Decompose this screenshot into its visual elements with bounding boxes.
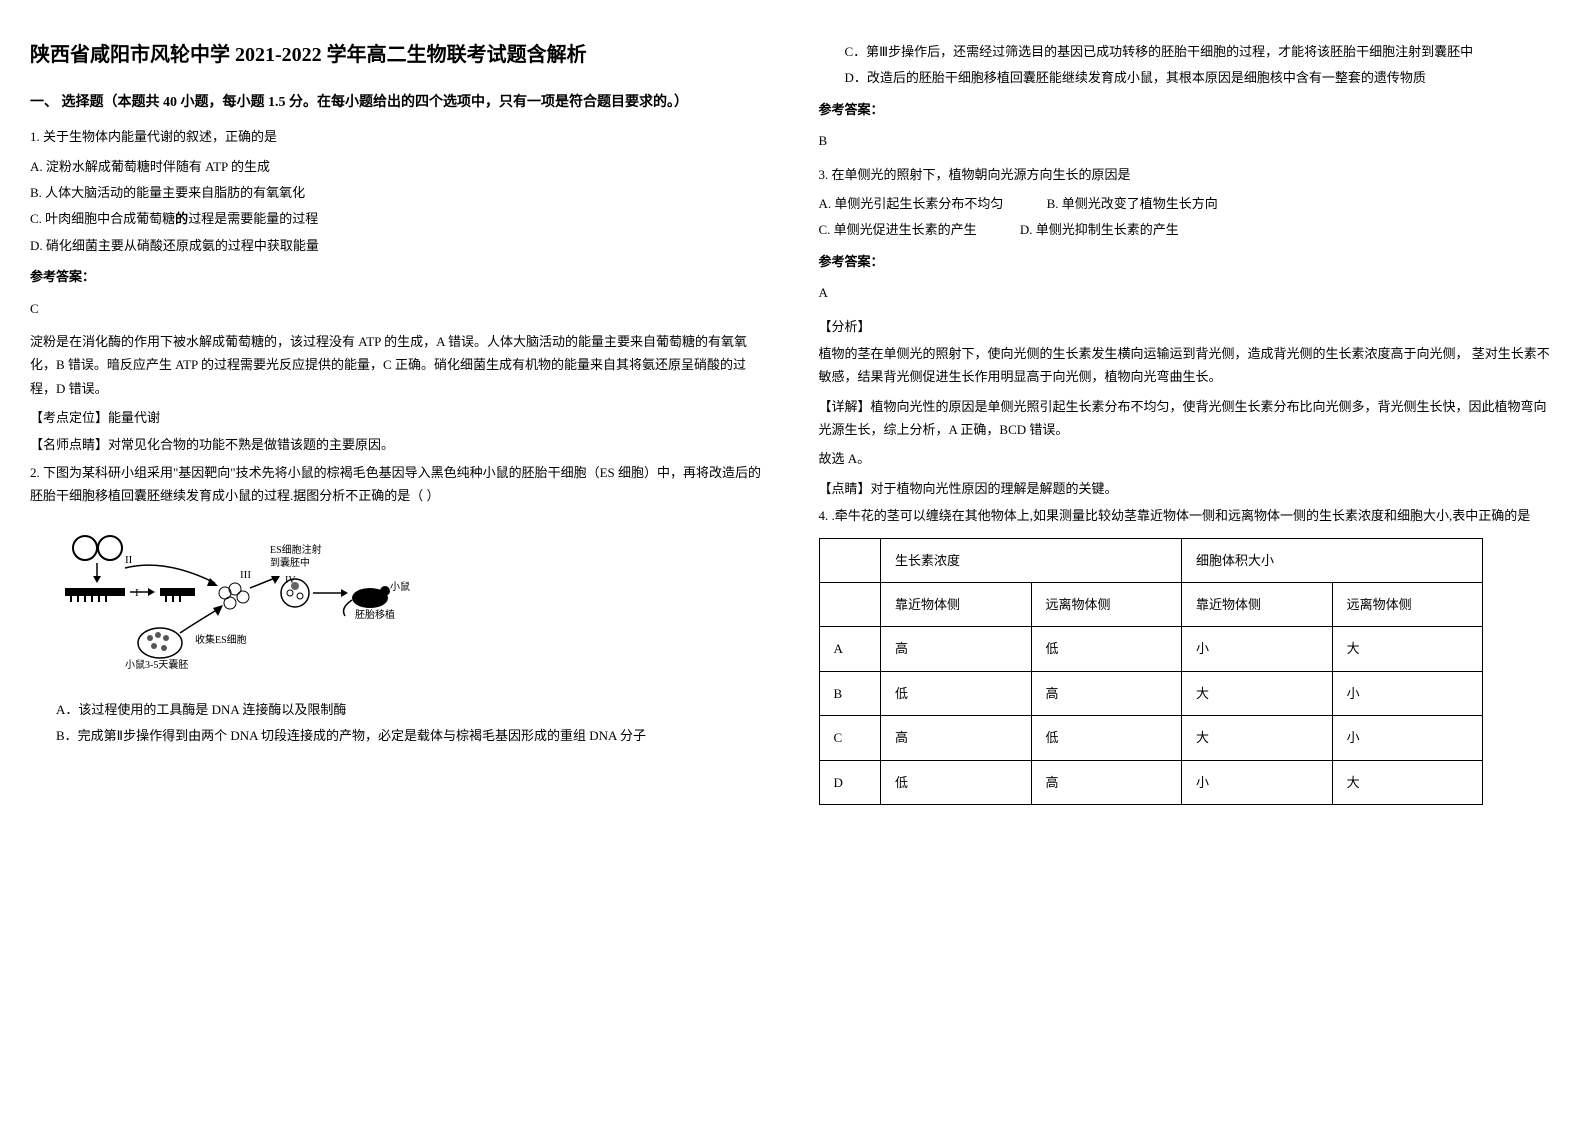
q2-option-a: A．该过程使用的工具酶是 DNA 连接酶以及限制酶 <box>30 698 769 721</box>
row-label: D <box>819 760 880 804</box>
roman-1: I <box>135 587 139 599</box>
table-row: A 高 低 小 大 <box>819 627 1483 671</box>
table-col-1: 靠近物体侧 <box>880 583 1031 627</box>
q1-option-d: D. 硝化细菌主要从硝酸还原成氨的过程中获取能量 <box>30 234 769 257</box>
q3-option-a: A. 单侧光引起生长素分布不均匀 <box>819 192 1004 215</box>
label-es-inject-1: ES细胞注射 <box>270 543 322 556</box>
q1-answer: C <box>30 297 769 320</box>
q2-option-d: D．改造后的胚胎干细胞移植回囊胚能继续发育成小鼠，其根本原因是细胞核中含有一整套… <box>819 66 1558 89</box>
q3-detail: 【详解】植物向光性的原因是单侧光照引起生长素分布不均匀，使背光侧生长素分布比向光… <box>819 395 1558 442</box>
cell: 小 <box>1332 716 1483 760</box>
cell: 小 <box>1182 627 1333 671</box>
q4-table: 生长素浓度 细胞体积大小 靠近物体侧 远离物体侧 靠近物体侧 远离物体侧 A 高… <box>819 538 1484 805</box>
q2-option-c: C．第Ⅲ步操作后，还需经过筛选目的基因已成功转移的胚胎干细胞的过程，才能将该胚胎… <box>819 40 1558 63</box>
row-label: A <box>819 627 880 671</box>
cell: 大 <box>1332 627 1483 671</box>
q1-optc-prefix: C. 叶肉细胞中合成葡萄糖 <box>30 211 175 226</box>
q3-option-d: D. 单侧光抑制生长素的产生 <box>1020 218 1179 241</box>
label-blastocyst: 小鼠3-5天囊胚 <box>125 658 188 671</box>
q1-optc-suffix: 过程是需要能量的过程 <box>188 211 318 226</box>
row-label: C <box>819 716 880 760</box>
q3-analysis: 植物的茎在单侧光的照射下，使向光侧的生长素发生横向运输运到背光侧，造成背光侧的生… <box>819 342 1558 389</box>
cell: 低 <box>880 760 1031 804</box>
q2-diagram: II I <box>60 523 769 683</box>
table-col-2: 远离物体侧 <box>1031 583 1182 627</box>
q1-tip: 【名师点睛】对常见化合物的功能不熟是做错该题的主要原因。 <box>30 433 769 456</box>
q1-option-b: B. 人体大脑活动的能量主要来自脂肪的有氧氧化 <box>30 181 769 204</box>
table-row: B 低 高 大 小 <box>819 671 1483 715</box>
roman-2: II <box>125 554 133 566</box>
q1-option-a: A. 淀粉水解成葡萄糖时伴随有 ATP 的生成 <box>30 155 769 178</box>
cell: 低 <box>1031 716 1182 760</box>
q1-explanation: 淀粉是在消化酶的作用下被水解成葡萄糖的，该过程没有 ATP 的生成，A 错误。人… <box>30 330 769 400</box>
empty-cell <box>819 538 880 582</box>
table-row: C 高 低 大 小 <box>819 716 1483 760</box>
q3-option-b: B. 单侧光改变了植物生长方向 <box>1047 192 1218 215</box>
q1-point: 【考点定位】能量代谢 <box>30 406 769 429</box>
question-3-stem: 3. 在单侧光的照射下，植物朝向光源方向生长的原因是 <box>819 163 1558 186</box>
cell: 大 <box>1182 716 1333 760</box>
label-mouse: 小鼠 <box>390 580 410 593</box>
gene-targeting-diagram: II I <box>65 528 425 678</box>
roman-3: III <box>240 569 251 581</box>
cell: 小 <box>1182 760 1333 804</box>
table-header-row-2: 靠近物体侧 远离物体侧 靠近物体侧 远离物体侧 <box>819 583 1483 627</box>
table-col-4: 远离物体侧 <box>1332 583 1483 627</box>
table-row: D 低 高 小 大 <box>819 760 1483 804</box>
left-column: 陕西省咸阳市风轮中学 2021-2022 学年高二生物联考试题含解析 一、 选择… <box>30 40 769 805</box>
q3-options-row-1: A. 单侧光引起生长素分布不均匀 B. 单侧光改变了植物生长方向 <box>819 192 1558 215</box>
cell: 大 <box>1182 671 1333 715</box>
q1-optc-bold: 的 <box>175 211 188 226</box>
question-1-stem: 1. 关于生物体内能量代谢的叙述，正确的是 <box>30 125 769 148</box>
q3-point: 【点睛】对于植物向光性原因的理解是解题的关键。 <box>819 477 1558 500</box>
q3-answer: A <box>819 281 1558 304</box>
table-head-2: 细胞体积大小 <box>1182 538 1483 582</box>
label-transplant: 胚胎移植 <box>355 608 395 621</box>
cell: 高 <box>1031 760 1182 804</box>
label-es-inject-2: 到囊胚中 <box>270 556 310 569</box>
document-title: 陕西省咸阳市风轮中学 2021-2022 学年高二生物联考试题含解析 <box>30 40 769 70</box>
section-heading: 一、 选择题（本题共 40 小题，每小题 1.5 分。在每小题给出的四个选项中，… <box>30 90 769 115</box>
roman-4: IV <box>285 575 296 586</box>
right-column: C．第Ⅲ步操作后，还需经过筛选目的基因已成功转移的胚胎干细胞的过程，才能将该胚胎… <box>819 40 1558 805</box>
cell: 小 <box>1332 671 1483 715</box>
label-collect-es: 收集ES细胞 <box>195 633 247 646</box>
question-2-stem: 2. 下图为某科研小组采用"基因靶向"技术先将小鼠的棕褐毛色基因导入黑色纯种小鼠… <box>30 461 769 508</box>
cell: 低 <box>1031 627 1182 671</box>
q2-option-b: B．完成第Ⅱ步操作得到由两个 DNA 切段连接成的产物，必定是载体与棕褐毛基因形… <box>30 724 769 747</box>
question-4-stem: 4. .牵牛花的茎可以缠绕在其他物体上,如果测量比较幼茎靠近物体一侧和远离物体一… <box>819 504 1558 527</box>
empty-cell <box>819 583 880 627</box>
cell: 高 <box>880 716 1031 760</box>
q1-answer-label: 参考答案： <box>30 265 769 288</box>
q3-answer-label: 参考答案： <box>819 250 1558 273</box>
table-head-1: 生长素浓度 <box>880 538 1181 582</box>
q2-answer-label: 参考答案： <box>819 98 1558 121</box>
q2-answer: B <box>819 129 1558 152</box>
q3-analysis-label: 【分析】 <box>819 315 1558 338</box>
cell: 高 <box>880 627 1031 671</box>
q3-option-c: C. 单侧光促进生长素的产生 <box>819 218 977 241</box>
q3-conclusion: 故选 A。 <box>819 447 1558 470</box>
q3-options-row-2: C. 单侧光促进生长素的产生 D. 单侧光抑制生长素的产生 <box>819 218 1558 241</box>
row-label: B <box>819 671 880 715</box>
table-col-3: 靠近物体侧 <box>1182 583 1333 627</box>
q1-option-c: C. 叶肉细胞中合成葡萄糖的过程是需要能量的过程 <box>30 207 769 230</box>
cell: 高 <box>1031 671 1182 715</box>
es-cell-cluster <box>219 583 249 609</box>
table-header-row-1: 生长素浓度 细胞体积大小 <box>819 538 1483 582</box>
cell: 大 <box>1332 760 1483 804</box>
cell: 低 <box>880 671 1031 715</box>
